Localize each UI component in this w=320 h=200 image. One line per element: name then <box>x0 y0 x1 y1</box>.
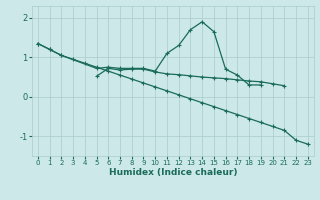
X-axis label: Humidex (Indice chaleur): Humidex (Indice chaleur) <box>108 168 237 177</box>
